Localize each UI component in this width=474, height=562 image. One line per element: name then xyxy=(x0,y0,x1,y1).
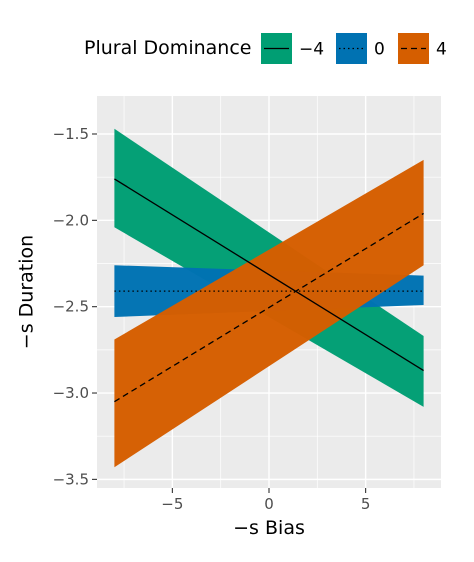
x-axis-title: −s Bias xyxy=(233,517,305,539)
confidence-ribbons xyxy=(114,128,424,468)
legend-label-3: 4 xyxy=(436,40,447,60)
legend-title: Plural Dominance xyxy=(84,37,251,59)
x-tick-label: −5 xyxy=(161,495,183,513)
legend-label-1: −4 xyxy=(299,40,324,60)
x-axis: −5 0 5 xyxy=(161,488,370,513)
series-line-1 xyxy=(114,178,424,372)
series-line-3 xyxy=(114,212,424,403)
legend-label-2: 0 xyxy=(374,40,385,60)
y-axis: −3.5 −3.0 −2.5 −2.0 −1.5 xyxy=(53,125,97,488)
ribbon-3 xyxy=(114,159,424,468)
series-lines xyxy=(114,178,424,403)
y-tick-label: −1.5 xyxy=(53,125,89,143)
legend: Plural Dominance −4 0 4 xyxy=(84,33,447,64)
y-tick-label: −3.5 xyxy=(53,470,89,488)
x-tick-label: 5 xyxy=(361,495,371,513)
y-tick-label: −2.0 xyxy=(53,211,89,229)
y-tick-label: −2.5 xyxy=(53,298,89,316)
y-tick-label: −3.0 xyxy=(53,384,89,402)
x-tick-label: 0 xyxy=(264,495,274,513)
y-axis-title: −s Duration xyxy=(16,235,38,349)
